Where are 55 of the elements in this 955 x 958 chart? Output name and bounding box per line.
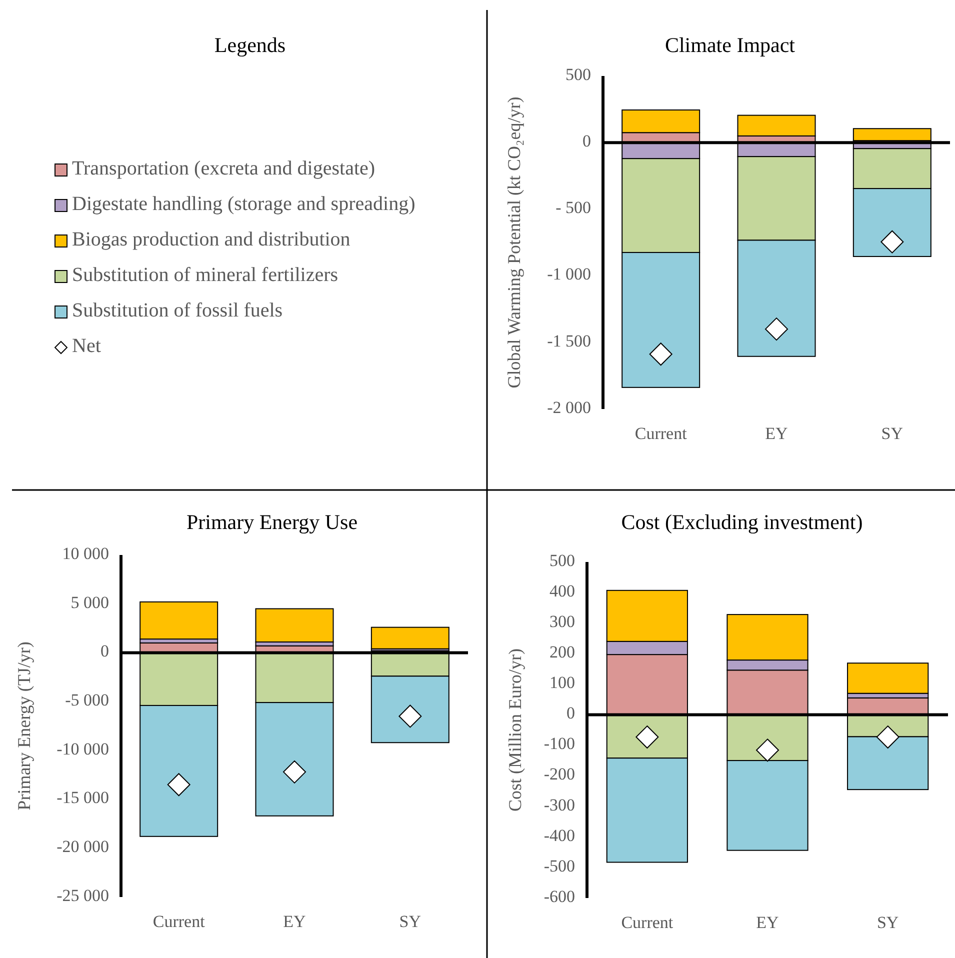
x-tick-label: Current <box>152 912 206 931</box>
y-tick-label: 0 <box>100 642 109 661</box>
y-tick-label: 500 <box>566 64 591 84</box>
y-tick-label: 500 <box>550 550 575 570</box>
y-tick-label: -5 000 <box>65 690 109 710</box>
y-tick-label: 10 000 <box>62 544 109 563</box>
y-tick-label: 0 <box>582 132 591 151</box>
x-tick-label: EY <box>765 424 788 443</box>
x-tick-label: SY <box>399 912 422 931</box>
y-tick-label: 5 000 <box>70 592 109 612</box>
y-tick-label: -400 <box>544 826 575 845</box>
y-tick-label: -10 000 <box>56 739 109 758</box>
chart-title: Cost (Excluding investment) <box>621 510 863 534</box>
bar <box>255 608 334 642</box>
point <box>765 318 788 341</box>
y-axis-title: Cost (Million Euro/yr) <box>505 648 525 812</box>
y-tick-label: -2 000 <box>547 398 591 417</box>
legend-label: Digestate handling (storage and spreading) <box>72 193 416 216</box>
legend-title: Legends <box>214 33 286 57</box>
point <box>167 773 190 796</box>
legend-label: Net <box>72 335 102 358</box>
y-tick-label: - 500 <box>556 198 591 218</box>
point <box>649 342 672 366</box>
legend-label: Biogas production and distribution <box>72 228 350 251</box>
point <box>880 230 904 254</box>
y-axis-title: Primary Energy (TJ/yr) <box>14 642 34 810</box>
x-tick-label: EY <box>756 913 779 932</box>
chart-title: Primary Energy Use <box>186 510 358 534</box>
y-tick-label: -1 500 <box>547 331 591 350</box>
x-tick-label: SY <box>881 424 904 443</box>
point <box>283 760 306 784</box>
y-tick-label: 0 <box>566 704 575 723</box>
y-tick-label: 400 <box>550 581 575 600</box>
y-tick-label: -20 000 <box>56 837 109 856</box>
legend-label: Transportation (excreta and digestate) <box>72 158 376 180</box>
y-axis-title: Global Warming Potential (kt CO₂eq/yr) <box>504 96 524 388</box>
y-tick-label: -15 000 <box>56 788 109 808</box>
y-tick-label: 200 <box>550 642 575 662</box>
y-tick-label: 100 <box>550 673 575 692</box>
x-tick-label: EY <box>283 912 306 931</box>
y-tick-label: -500 <box>544 856 575 876</box>
x-tick-label: SY <box>876 913 899 932</box>
y-tick-label: 300 <box>550 612 575 631</box>
y-tick-label: -25 000 <box>56 886 109 905</box>
y-tick-label: -1 000 <box>547 264 591 284</box>
legend-label: Substitution of fossil fuels <box>72 300 283 322</box>
y-tick-label: -100 <box>544 734 575 754</box>
y-tick-label: -200 <box>544 764 575 784</box>
x-tick-label: Current <box>621 913 674 932</box>
legend-label: Substitution of mineral fertilizers <box>72 264 338 286</box>
bar <box>140 601 218 640</box>
y-tick-label: -600 <box>544 886 575 906</box>
y-tick-label: -300 <box>544 795 575 814</box>
x-tick-label: Current <box>634 424 688 443</box>
chart-title: Climate Impact <box>664 33 796 57</box>
